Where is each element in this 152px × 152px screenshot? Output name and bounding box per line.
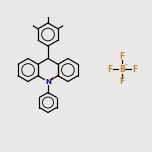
Text: F: F xyxy=(132,64,137,74)
Text: +: + xyxy=(50,76,54,81)
Text: B: B xyxy=(119,64,125,74)
Text: N: N xyxy=(45,78,51,85)
Text: -: - xyxy=(124,62,127,69)
Text: F: F xyxy=(119,77,125,86)
Text: F: F xyxy=(107,64,112,74)
Text: F: F xyxy=(119,52,125,61)
